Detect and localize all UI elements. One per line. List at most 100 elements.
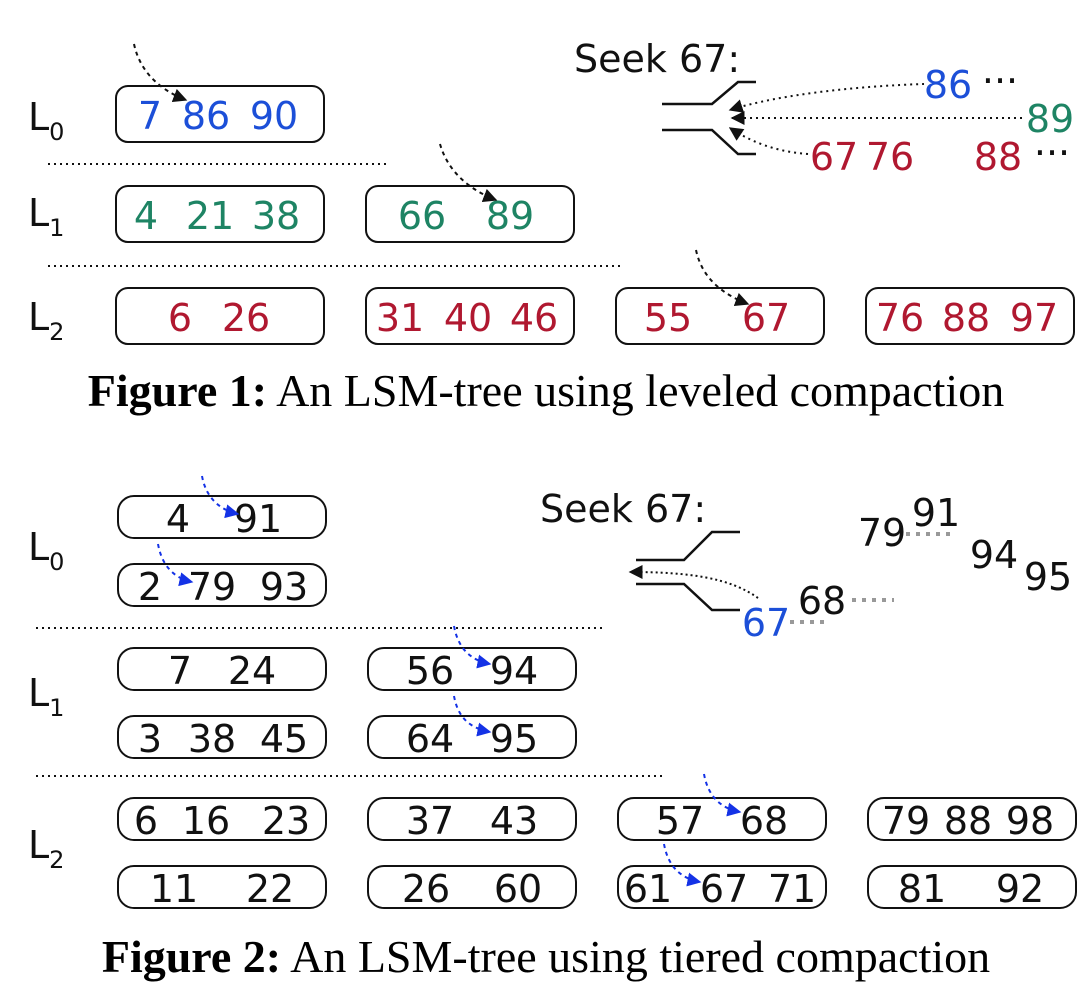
fig2-key: 24 [228,649,276,693]
fig2-run-L0-0 [117,495,327,539]
fig2-run-L2-1-1 [367,865,577,909]
fig2-run-L0-1 [117,563,327,607]
fig2-merge-key-seek: 67 [742,601,790,645]
fig2-level-label-L1: L1 [28,671,64,722]
fig2-seek-pointer-L2-0 [703,773,742,817]
fig2-key: 26 [402,867,450,911]
fig2-merge-arrow [628,565,759,599]
fig2-key: 60 [494,867,542,911]
fig2-seek-pointer-L1-0 [453,625,492,669]
fig2-run-L1-0-0 [117,647,327,691]
fig2-key: 71 [768,867,816,911]
fig2-key: 81 [898,867,946,911]
figure2-caption: Figure 2: An LSM-tree using tiered compa… [0,930,1092,983]
fig1-key: 88 [942,296,990,340]
fig2-run-L2-0-1 [367,797,577,841]
fig1-merge-trail: ··· [1034,131,1070,175]
fig2-key: 61 [624,867,672,911]
fig2-key: 7 [168,649,192,693]
figure2: L0 L1 L2 4 91 2 79 93 7 24 56 94 3 38 45… [28,475,1077,911]
fig2-level-label-L0: L0 [28,525,64,576]
fig2-key: 16 [182,799,230,843]
fig1-merge-arrow-L2 [728,127,809,155]
fig1-key: 6 [168,296,192,340]
fig1-key: 7 [138,94,162,138]
fig2-seek-pointer-L2-1 [663,843,702,887]
fig1-key: 89 [486,194,534,238]
fig1-merge-key: 86 [924,63,972,107]
figure1-caption-text: An LSM-tree using leveled compaction [276,365,1005,416]
fig2-key: 57 [656,799,704,843]
fig2-key: 95 [490,717,538,761]
fig2-key: 92 [996,867,1044,911]
fig1-key: 26 [222,296,270,340]
fig2-key: 67 [700,867,748,911]
fig1-key: 46 [510,296,558,340]
fig1-merge-funnel [662,80,756,156]
fig1-run-L1-1 [365,185,575,243]
fig2-key: 91 [234,497,282,541]
fig1-key: 4 [134,194,158,238]
fig2-merge-key: 94 [970,533,1018,577]
fig2-key: 2 [138,565,162,609]
fig1-level-label-L2: L2 [28,295,64,346]
fig1-merge-arrow-L0 [728,83,925,113]
fig1-seek-pointer-L0 [133,43,188,103]
fig1-run-L2-0 [115,287,325,345]
fig2-merge-key: 68 [798,579,846,623]
fig2-key: 94 [490,649,538,693]
fig2-key: 93 [260,565,308,609]
fig1-key: 90 [250,94,298,138]
fig1-seek-label: Seek 67: [574,37,740,81]
fig1-level-label-L0: L0 [28,95,64,146]
fig1-merge-key: 67 [810,135,858,179]
fig2-key: 98 [1006,799,1054,843]
fig2-seek-pointer-L1-1 [453,695,492,737]
fig1-seek-pointer-L2 [695,249,750,307]
fig1-key: 66 [398,194,446,238]
fig1-key: 76 [876,296,924,340]
fig2-key: 64 [406,717,454,761]
fig2-key: 43 [490,799,538,843]
fig1-merge-key: 89 [1026,97,1074,141]
fig2-run-L2-1-3 [867,865,1077,909]
figure1-caption-label: Figure 1: [87,365,268,416]
fig1-key: 38 [252,194,300,238]
fig2-key: 3 [138,717,162,761]
fig1-key: 21 [186,194,234,238]
fig2-seek-label: Seek 67: [540,487,706,531]
figure1-caption: Figure 1: An LSM-tree using leveled comp… [0,364,1092,417]
fig2-run-L1-1-1 [367,715,577,759]
fig2-level-label-L2: L2 [28,823,64,874]
fig1-key: 40 [444,296,492,340]
fig2-key: 37 [406,799,454,843]
fig1-key: 55 [644,296,692,340]
fig2-run-L2-0-3 [867,797,1077,841]
fig1-run-L2-2 [615,287,825,345]
fig2-key: 4 [166,497,190,541]
fig1-seek-pointer-L1 [439,143,498,203]
fig1-key: 97 [1010,296,1058,340]
fig1-level-label-L1: L1 [28,191,64,242]
fig2-run-L2-1-0 [117,865,327,909]
fig2-key: 22 [246,867,294,911]
fig1-run-L2-3 [865,287,1075,345]
figure1: L0 L1 L2 7 86 90 4 21 38 66 89 6 26 31 4… [28,37,1075,346]
fig2-key: 45 [260,717,308,761]
figure2-caption-label: Figure 2: [101,931,282,982]
fig2-key: 79 [188,565,236,609]
fig1-key: 67 [742,296,790,340]
fig2-merge-key: 79 [858,511,906,555]
fig1-run-L0-0 [115,85,325,143]
fig2-key: 79 [882,799,930,843]
fig2-key: 88 [944,799,992,843]
fig1-run-L1-0 [115,185,325,243]
fig2-run-L1-1-0 [117,715,327,759]
fig2-run-L2-0-2 [617,797,827,841]
fig1-key: 31 [376,296,424,340]
fig1-run-L2-1 [365,287,575,345]
fig2-key: 56 [406,649,454,693]
fig2-key: 6 [134,799,158,843]
fig2-run-L2-1-2 [617,865,827,909]
